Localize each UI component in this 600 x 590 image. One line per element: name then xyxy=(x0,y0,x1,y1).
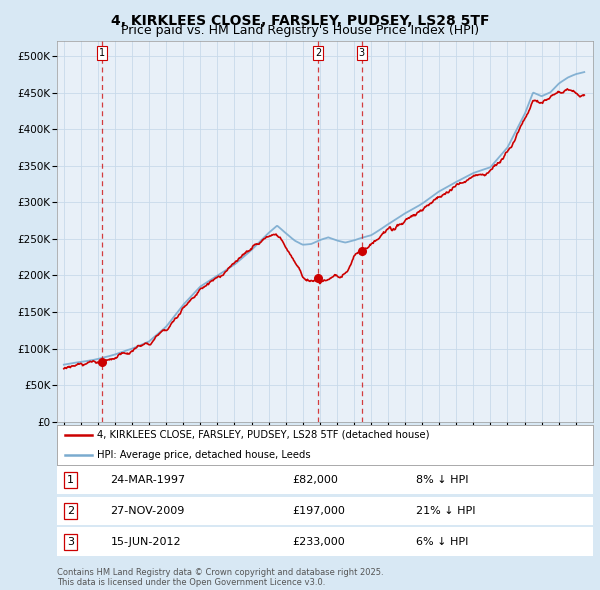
Text: 2: 2 xyxy=(315,48,322,58)
Text: £197,000: £197,000 xyxy=(293,506,346,516)
Text: 1: 1 xyxy=(67,475,74,484)
Text: £82,000: £82,000 xyxy=(293,475,338,484)
Text: £233,000: £233,000 xyxy=(293,537,346,546)
Text: 4, KIRKLEES CLOSE, FARSLEY, PUDSEY, LS28 5TF (detached house): 4, KIRKLEES CLOSE, FARSLEY, PUDSEY, LS28… xyxy=(97,430,430,440)
Text: 3: 3 xyxy=(67,537,74,546)
Text: 8% ↓ HPI: 8% ↓ HPI xyxy=(416,475,469,484)
Text: 24-MAR-1997: 24-MAR-1997 xyxy=(110,475,186,484)
Text: 21% ↓ HPI: 21% ↓ HPI xyxy=(416,506,475,516)
Text: HPI: Average price, detached house, Leeds: HPI: Average price, detached house, Leed… xyxy=(97,450,311,460)
Text: Contains HM Land Registry data © Crown copyright and database right 2025.
This d: Contains HM Land Registry data © Crown c… xyxy=(57,568,383,587)
Text: 4, KIRKLEES CLOSE, FARSLEY, PUDSEY, LS28 5TF: 4, KIRKLEES CLOSE, FARSLEY, PUDSEY, LS28… xyxy=(111,14,489,28)
Text: 27-NOV-2009: 27-NOV-2009 xyxy=(110,506,185,516)
Text: 1: 1 xyxy=(99,48,105,58)
Text: 15-JUN-2012: 15-JUN-2012 xyxy=(110,537,181,546)
Text: 3: 3 xyxy=(359,48,365,58)
Text: 2: 2 xyxy=(67,506,74,516)
Text: 6% ↓ HPI: 6% ↓ HPI xyxy=(416,537,469,546)
Text: Price paid vs. HM Land Registry's House Price Index (HPI): Price paid vs. HM Land Registry's House … xyxy=(121,24,479,37)
